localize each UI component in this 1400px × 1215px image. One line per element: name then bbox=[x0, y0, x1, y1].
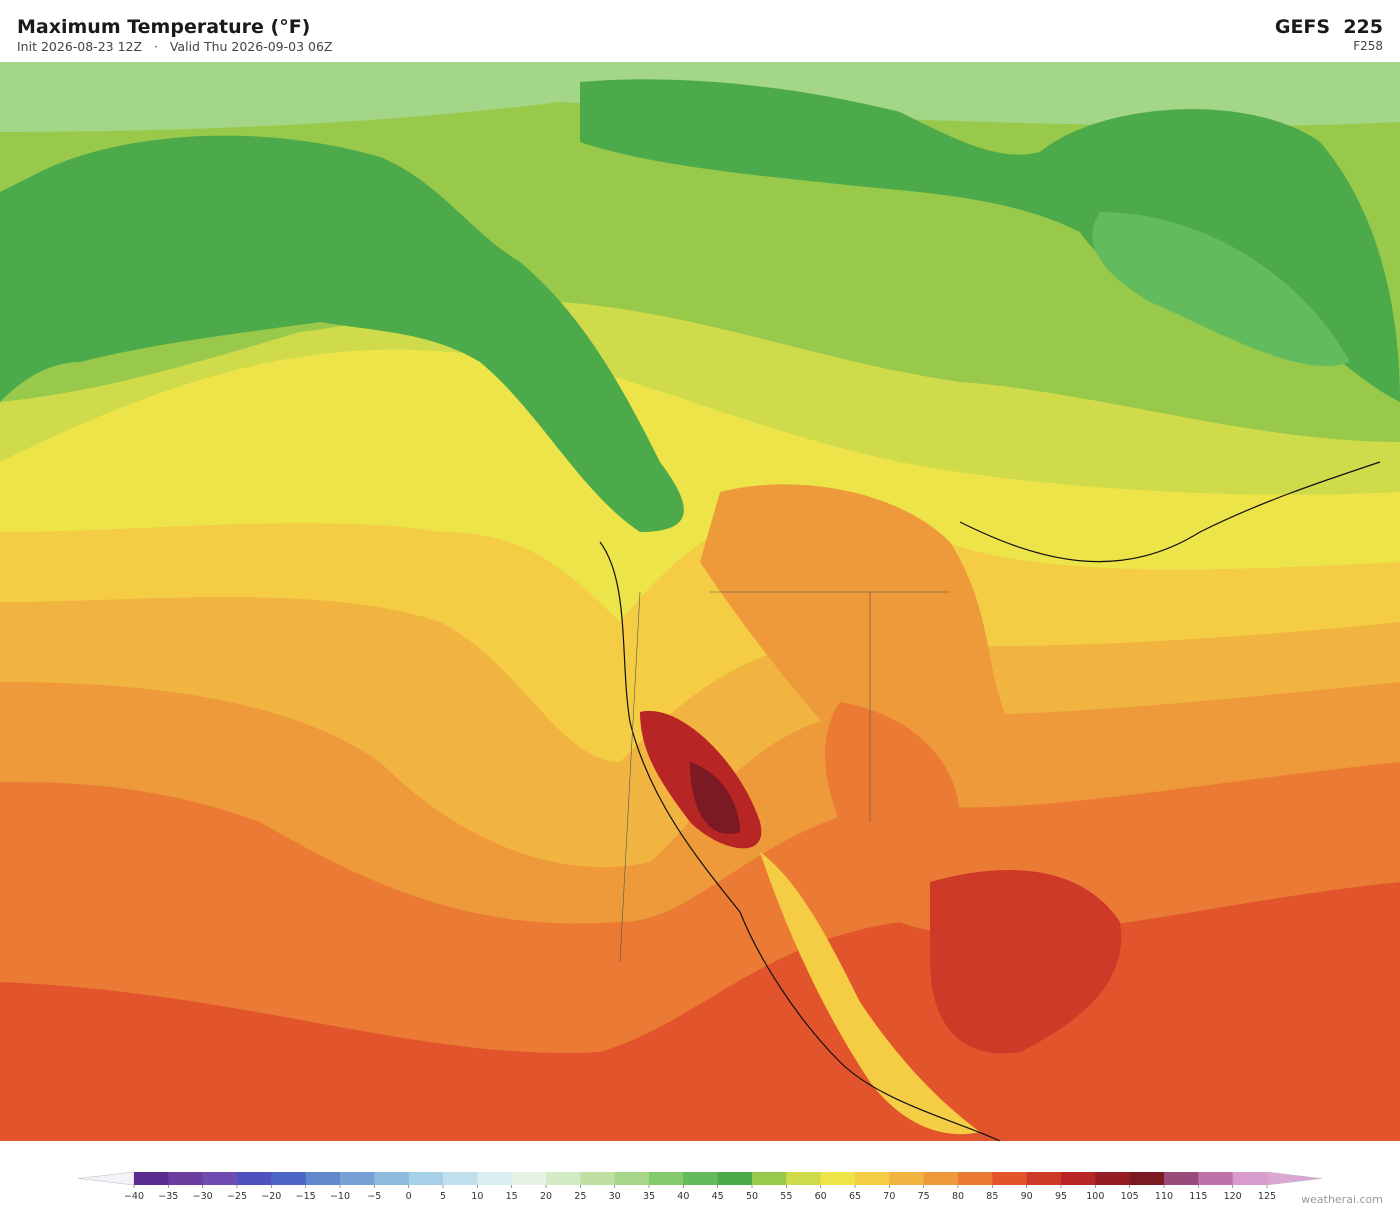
colorbar-tick-label: −5 bbox=[367, 1191, 381, 1200]
colorbar-tick-label: 115 bbox=[1189, 1191, 1207, 1200]
warm-land bbox=[700, 484, 1020, 776]
colorbar-tick-label: 80 bbox=[952, 1191, 964, 1200]
colorbar-segment bbox=[820, 1172, 856, 1185]
colorbar-segment bbox=[408, 1172, 444, 1185]
forecast-hour: F258 bbox=[1353, 39, 1383, 53]
cool-land bbox=[1092, 212, 1350, 367]
watermark: weatherai.com bbox=[1301, 1193, 1383, 1206]
colorbar-tick-label: 30 bbox=[609, 1191, 621, 1200]
colorbar-over bbox=[1266, 1171, 1323, 1186]
border bbox=[619, 591, 950, 963]
colorbar-tick-label: 125 bbox=[1258, 1191, 1276, 1200]
gulf bbox=[930, 870, 1122, 1054]
colorbar-segment bbox=[1164, 1172, 1199, 1185]
colorbar-segment bbox=[649, 1172, 684, 1185]
map bbox=[0, 62, 1400, 1141]
colorbar-segment bbox=[992, 1172, 1028, 1185]
colorbar-tick-label: −30 bbox=[193, 1191, 213, 1200]
colorbar-segment bbox=[374, 1172, 410, 1185]
colorbar-segment bbox=[752, 1172, 787, 1185]
colorbar-segment bbox=[477, 1172, 513, 1185]
colorbar-segment bbox=[1198, 1172, 1234, 1185]
plateau bbox=[760, 852, 980, 1135]
colorbar-tick-label: 50 bbox=[746, 1191, 758, 1200]
colorbar-tick-label: −20 bbox=[261, 1191, 281, 1200]
colorbar-segment bbox=[1026, 1172, 1062, 1185]
colorbar-tick-label: −40 bbox=[124, 1191, 144, 1200]
subtitle: Init 2026-08-23 12Z · Valid Thu 2026-09-… bbox=[17, 39, 333, 54]
coastline bbox=[599, 541, 1001, 1141]
colorbar-segment bbox=[717, 1172, 753, 1185]
colorbar-tick-label: 5 bbox=[440, 1191, 446, 1200]
header: Maximum Temperature (°F) Init 2026-08-23… bbox=[0, 0, 1400, 62]
colorbar-tick-label: 10 bbox=[471, 1191, 483, 1200]
colorbar-segment bbox=[1232, 1172, 1268, 1185]
colorbar-tick-label: 95 bbox=[1055, 1191, 1067, 1200]
coastline bbox=[959, 461, 1381, 563]
colorbar-segment bbox=[1095, 1172, 1131, 1185]
colorbar-segment bbox=[1061, 1172, 1096, 1185]
colorbar-tick-label: 0 bbox=[406, 1191, 412, 1200]
colorbar-under bbox=[77, 1171, 135, 1186]
colorbar-tick-label: −25 bbox=[227, 1191, 247, 1200]
colorbar-tick-label: 35 bbox=[643, 1191, 655, 1200]
colorbar-segment bbox=[614, 1172, 650, 1185]
colorbar-tick-label: 70 bbox=[883, 1191, 895, 1200]
colorbar-segment bbox=[340, 1172, 375, 1185]
colorbar-segment bbox=[443, 1172, 478, 1185]
colorbar-tick-label: 65 bbox=[849, 1191, 861, 1200]
colorbar-tick-label: 100 bbox=[1086, 1191, 1104, 1200]
colorbar-segment bbox=[1129, 1172, 1165, 1185]
colorbar-tick-label: −10 bbox=[330, 1191, 350, 1200]
colorbar-tick-label: −35 bbox=[158, 1191, 178, 1200]
warm-land bbox=[825, 702, 960, 849]
colorbar-segment bbox=[546, 1172, 581, 1185]
colorbar-segment bbox=[889, 1172, 925, 1185]
colorbar-tick-label: 15 bbox=[506, 1191, 518, 1200]
colorbar-tick-label: 45 bbox=[712, 1191, 724, 1200]
colorbar-segment bbox=[511, 1172, 547, 1185]
colorbar-segment bbox=[134, 1172, 169, 1185]
title: Maximum Temperature (°F) bbox=[17, 16, 311, 38]
colorbar-tick-label: 85 bbox=[986, 1191, 998, 1200]
colorbar-segment bbox=[305, 1172, 341, 1185]
colorbar-tick-label: 110 bbox=[1155, 1191, 1173, 1200]
colorbar-tick-label: 105 bbox=[1121, 1191, 1139, 1200]
colorbar-segment bbox=[168, 1172, 204, 1185]
hot-land bbox=[690, 762, 740, 834]
colorbar-segment bbox=[923, 1172, 959, 1185]
colorbar-tick-label: −15 bbox=[296, 1191, 316, 1200]
model-label: GEFS 225 bbox=[1274, 16, 1383, 38]
colorbar-tick-label: 20 bbox=[540, 1191, 552, 1200]
colorbar-segment bbox=[683, 1172, 719, 1185]
colorbar-segment bbox=[786, 1172, 822, 1185]
colorbar-tick-label: 60 bbox=[815, 1191, 827, 1200]
colorbar-segment bbox=[237, 1172, 272, 1185]
colorbar-segment bbox=[202, 1172, 238, 1185]
colorbar-tick-label: 25 bbox=[574, 1191, 586, 1200]
colorbar: −40 −35 −30 −25 −20 −15 −10 −5 0 5 10 15 20 25 30 35 40 4… bbox=[77, 1171, 1323, 1200]
colorbar-tick-label: 75 bbox=[918, 1191, 930, 1200]
colorbar-tick-label: 120 bbox=[1224, 1191, 1242, 1200]
colorbar-tick-label: 90 bbox=[1021, 1191, 1033, 1200]
colorbar-segment bbox=[855, 1172, 890, 1185]
colorbar-segment bbox=[271, 1172, 307, 1185]
cool-land bbox=[580, 79, 1400, 402]
colorbar-segment bbox=[958, 1172, 993, 1185]
colorbar-tick-label: 40 bbox=[677, 1191, 689, 1200]
cool-land bbox=[0, 135, 684, 532]
colorbar-tick-label: 55 bbox=[780, 1191, 792, 1200]
colorbar-segment bbox=[580, 1172, 616, 1185]
